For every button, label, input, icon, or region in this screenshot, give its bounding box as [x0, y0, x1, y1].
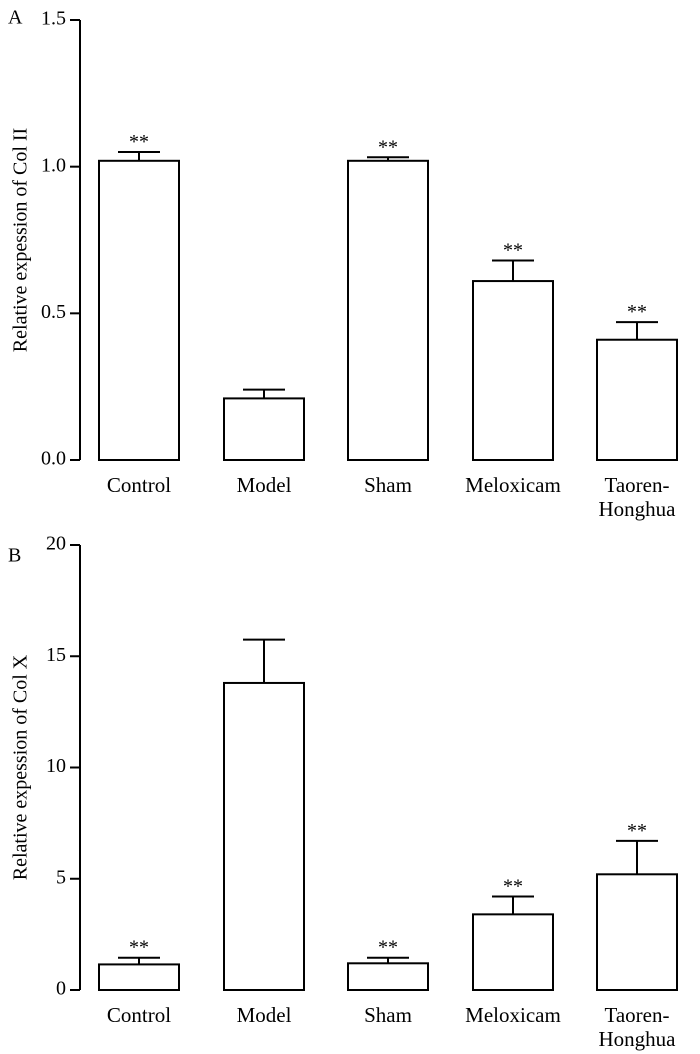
category-label-2: Model [237, 1003, 292, 1027]
category-label-3: Sham [364, 1003, 412, 1027]
category-label-1: Control [107, 473, 171, 497]
bar-4 [472, 913, 554, 991]
category-label-5: Honghua [599, 1027, 677, 1051]
category-label-2: Model [237, 473, 292, 497]
significance-mark-3: ** [378, 937, 398, 959]
panel-a-chart: A 0.0 0.5 1.0 1.5 Relative expession of Col I… [8, 7, 678, 521]
bar-5 [596, 338, 678, 462]
significance-mark-3: ** [378, 136, 398, 158]
significance-mark-4: ** [503, 876, 523, 898]
y-tick-label: 20 [46, 533, 66, 555]
panel-label-b: B [8, 545, 21, 567]
y-tick-label: 0 [56, 978, 66, 1000]
y-tick-label: 15 [46, 644, 66, 666]
bar-1 [98, 159, 180, 462]
category-label-3: Sham [364, 473, 412, 497]
y-axis-title: Relative expession of Col X [10, 654, 32, 880]
category-label-4: Meloxicam [465, 1003, 561, 1027]
bar-4 [472, 280, 554, 462]
significance-mark-4: ** [503, 240, 523, 262]
bar-2 [223, 681, 305, 991]
bar-3 [347, 159, 429, 462]
panel-label-a: A [8, 7, 23, 29]
y-tick-label: 10 [46, 755, 66, 777]
y-tick-label: 1.5 [41, 8, 66, 30]
bar-3 [347, 962, 429, 991]
panel-b-chart: B 0 5 10 15 20 Relative expession of Col X ** Co… [8, 533, 678, 1051]
significance-mark-5: ** [627, 301, 647, 323]
bar-5 [596, 873, 678, 991]
category-label-5: Taoren- [605, 1003, 670, 1027]
category-label-4: Meloxicam [465, 473, 561, 497]
category-label-5: Taoren- [605, 473, 670, 497]
bar-2 [223, 397, 305, 461]
category-label-5: Honghua [599, 497, 677, 521]
y-tick-label: 0.0 [41, 448, 66, 470]
bar-1 [98, 963, 180, 991]
significance-mark-1: ** [129, 131, 149, 153]
y-tick-label: 0.5 [41, 301, 66, 323]
significance-mark-1: ** [129, 937, 149, 959]
significance-mark-5: ** [627, 820, 647, 842]
y-axis-title: Relative expession of Col II [10, 128, 32, 352]
y-tick-label: 5 [56, 866, 66, 888]
category-label-1: Control [107, 1003, 171, 1027]
y-tick-label: 1.0 [41, 154, 66, 176]
